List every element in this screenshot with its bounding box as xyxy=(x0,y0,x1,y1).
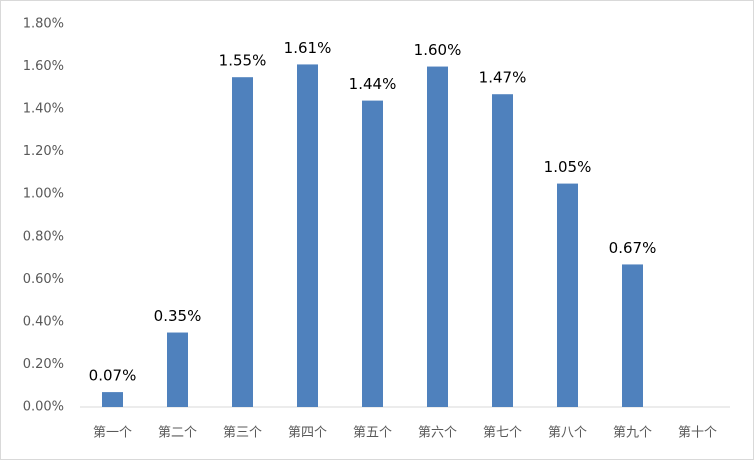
x-tick-label: 第六个 xyxy=(418,426,457,441)
bar xyxy=(362,100,383,407)
x-tick-label: 第九个 xyxy=(613,426,652,441)
bar xyxy=(492,94,513,407)
x-tick-label: 第四个 xyxy=(288,426,327,441)
bar xyxy=(557,183,578,407)
data-label: 0.07% xyxy=(89,367,137,385)
data-label: 1.44% xyxy=(349,75,397,93)
y-tick-label: 0.40% xyxy=(23,314,64,329)
y-tick-label: 1.20% xyxy=(23,144,64,159)
x-tick-label: 第八个 xyxy=(548,426,587,441)
y-tick-label: 0.00% xyxy=(23,400,64,415)
y-tick-label: 0.80% xyxy=(23,229,64,244)
y-tick-label: 0.60% xyxy=(23,272,64,287)
data-label: 1.05% xyxy=(544,158,592,176)
data-label: 1.47% xyxy=(479,69,527,87)
bar xyxy=(167,332,188,407)
y-tick-label: 0.20% xyxy=(23,357,64,372)
bar xyxy=(232,77,253,407)
x-tick-label: 第七个 xyxy=(483,426,522,441)
x-tick-label: 第一个 xyxy=(93,426,132,441)
data-label: 1.55% xyxy=(219,52,267,70)
data-label: 0.67% xyxy=(609,239,657,257)
data-label: 1.60% xyxy=(414,41,462,59)
bar xyxy=(622,264,643,407)
y-tick-label: 1.60% xyxy=(23,59,64,74)
y-tick-label: 1.80% xyxy=(23,17,64,32)
data-label: 1.61% xyxy=(284,39,332,57)
bar xyxy=(102,392,123,407)
y-tick-label: 1.40% xyxy=(23,102,64,117)
bar xyxy=(297,64,318,407)
x-tick-label: 第十个 xyxy=(678,426,717,441)
data-label: 0.35% xyxy=(154,307,202,325)
x-tick-label: 第三个 xyxy=(223,426,262,441)
bar xyxy=(427,66,448,408)
y-tick-label: 1.00% xyxy=(23,187,64,202)
x-tick-label: 第二个 xyxy=(158,426,197,441)
x-tick-label: 第五个 xyxy=(353,426,392,441)
